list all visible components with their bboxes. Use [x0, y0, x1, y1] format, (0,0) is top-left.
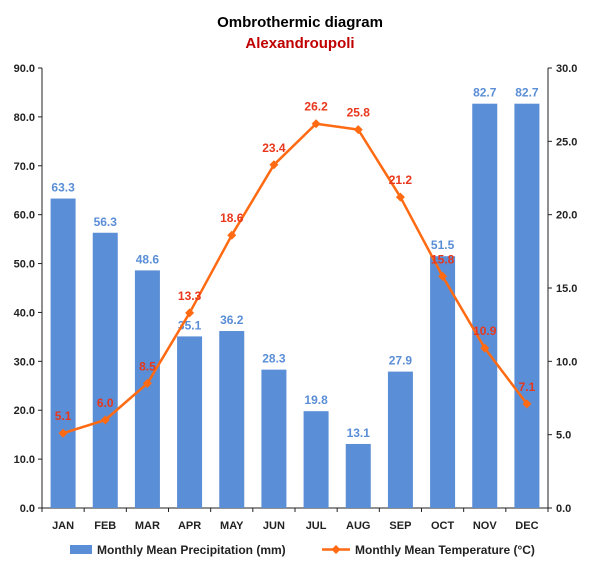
x-tick-label: FEB	[94, 520, 116, 532]
chart-title: Ombrothermic diagram	[217, 14, 383, 31]
precipitation-bar-label: 82.7	[473, 86, 497, 100]
temperature-point	[311, 119, 321, 129]
y-right-tick-label: 25.0	[556, 136, 577, 148]
precipitation-bar	[92, 232, 118, 508]
x-tick-label: JUN	[263, 520, 285, 532]
precipitation-bar-label: 56.3	[94, 215, 118, 229]
y-right-tick-label: 5.0	[556, 430, 571, 442]
temperature-point	[100, 415, 110, 425]
temperature-point-label: 8.5	[139, 359, 156, 373]
y-right-tick-label: 20.0	[556, 210, 577, 222]
temperature-point-label: 13.3	[178, 289, 202, 303]
precipitation-bar-label: 36.2	[220, 313, 244, 327]
precipitation-bar	[50, 198, 76, 509]
y-right-tick-label: 10.0	[556, 356, 577, 368]
axes-group: 0.0 10.0 20.0 30.0 40.0 50.0 60.0 70.0 80.0 90.0 0…	[14, 63, 578, 515]
y-left-tick-label: 0.0	[20, 503, 35, 515]
temperature-point-label: 15.8	[431, 252, 455, 266]
precipitation-bar	[303, 411, 329, 508]
precipitation-bar	[514, 103, 540, 508]
precipitation-bar-label: 28.3	[262, 352, 286, 366]
y-left-tick-label: 80.0	[14, 112, 35, 124]
temperature-point-label: 23.4	[262, 141, 286, 155]
temperature-point-label: 26.2	[304, 100, 328, 114]
temperature-point-label: 25.8	[347, 106, 371, 120]
y-right-tick-label: 15.0	[556, 283, 577, 295]
temperature-point	[395, 192, 405, 202]
y-right-tick-label: 30.0	[556, 63, 577, 75]
temperature-point	[227, 230, 237, 240]
precipitation-bar-label: 19.8	[304, 393, 328, 407]
x-tick-label: APR	[178, 520, 201, 532]
line-labels-group: 5.1 6.0 8.5 13.3 18.6 23.4 26.2 25.8 21.2 15.8 10.…	[55, 100, 536, 423]
chart-subtitle: Alexandroupoli	[245, 35, 354, 52]
x-tick-label: MAR	[135, 520, 160, 532]
x-tick-label: SEP	[389, 520, 411, 532]
temperature-point	[185, 308, 195, 318]
bars-group	[50, 103, 540, 509]
temperature-line	[62, 122, 528, 435]
line-group	[58, 119, 532, 438]
legend-temperature-marker	[331, 545, 341, 554]
legend: Monthly Mean Precipitation (mm) Monthly …	[70, 543, 535, 557]
precipitation-bar	[472, 103, 498, 508]
y-left-tick-label: 40.0	[14, 307, 35, 319]
precipitation-bar-label: 27.9	[389, 354, 413, 368]
precipitation-bar-label: 48.6	[136, 252, 160, 266]
temperature-point	[480, 343, 490, 353]
temperature-point-label: 5.1	[55, 409, 72, 423]
precipitation-bar-label: 63.3	[51, 181, 75, 195]
precipitation-bar	[345, 443, 371, 508]
x-tick-label: OCT	[431, 520, 455, 532]
x-tick-label: AUG	[346, 520, 370, 532]
precipitation-bar	[134, 270, 160, 508]
x-tick-label: NOV	[473, 520, 498, 532]
temperature-point-label: 6.0	[97, 396, 114, 410]
y-left-tick-label: 20.0	[14, 405, 35, 417]
y-left-tick-label: 60.0	[14, 210, 35, 222]
temperature-point-label: 18.6	[220, 211, 244, 225]
legend-temperature-label: Monthly Mean Temperature (°C)	[355, 543, 535, 557]
x-tick-label: JUL	[306, 520, 327, 532]
y-left-tick-label: 90.0	[14, 63, 35, 75]
precipitation-bar-label: 13.1	[347, 426, 371, 440]
precipitation-bar-label: 51.5	[431, 238, 455, 252]
temperature-point	[353, 125, 363, 135]
y-left-tick-label: 10.0	[14, 454, 35, 466]
temperature-point-label: 21.2	[389, 173, 413, 187]
temperature-point	[58, 428, 68, 438]
x-tick-label: JAN	[52, 520, 74, 532]
x-tick-label: MAY	[220, 520, 244, 532]
temperature-point	[438, 271, 448, 281]
y-right-tick-label: 0.0	[556, 503, 571, 515]
legend-precipitation-swatch	[70, 545, 92, 554]
x-tick-label: DEC	[515, 520, 538, 532]
y-left-tick-label: 70.0	[14, 161, 35, 173]
temperature-point-label: 10.9	[473, 324, 497, 338]
bar-labels-group: 63.356.348.635.1 36.228.319.813.127.951.5…	[51, 86, 539, 440]
legend-precipitation-label: Monthly Mean Precipitation (mm)	[97, 543, 286, 557]
precipitation-bar	[219, 331, 245, 508]
precipitation-bar	[177, 336, 203, 508]
y-left-tick-label: 50.0	[14, 259, 35, 271]
precipitation-bar	[261, 369, 287, 508]
y-left-tick-label: 30.0	[14, 356, 35, 368]
precipitation-bar-label: 82.7	[515, 86, 539, 100]
precipitation-bar	[430, 256, 456, 508]
temperature-point	[142, 378, 152, 388]
temperature-point	[522, 399, 532, 409]
x-tick-labels-group: JAN FEB MAR APR MAY JUN JUL AUG SEP OCT NOV DEC	[52, 520, 539, 532]
temperature-point	[269, 160, 279, 170]
precipitation-bar	[387, 371, 413, 508]
temperature-point-label: 7.1	[519, 380, 536, 394]
